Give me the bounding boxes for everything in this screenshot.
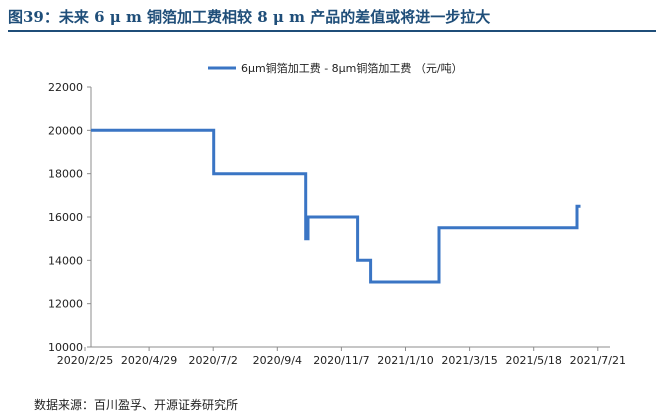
x-tick-label: 2020/2/25 — [57, 354, 113, 367]
x-tick-label: 2020/4/29 — [121, 354, 177, 367]
y-axis-ticks: 10000 12000 14000 16000 18000 20000 22000 — [48, 81, 91, 354]
x-tick-label: 2020/9/4 — [253, 354, 302, 367]
x-tick-label: 2021/5/18 — [505, 354, 561, 367]
x-tick-label: 2020/7/2 — [188, 354, 237, 367]
y-tick-label: 22000 — [48, 81, 83, 94]
x-tick-label: 2020/11/7 — [313, 354, 369, 367]
chart-title: 图39：未来 6 μ m 铜箔加工费相较 8 μ m 产品的差值或将进一步拉大 — [8, 8, 491, 26]
legend-label: 6μm铜箔加工费 - 8μm铜箔加工费 （元/吨） — [241, 61, 463, 75]
y-tick-label: 12000 — [48, 298, 83, 311]
x-tick-label: 2021/1/10 — [377, 354, 433, 367]
x-tick-label: 2021/7/21 — [570, 354, 626, 367]
x-axis-ticks: 2020/2/25 2020/4/29 2020/7/2 2020/9/4 2020/1… — [57, 347, 626, 367]
chart-legend: 6μm铜箔加工费 - 8μm铜箔加工费 （元/吨） — [208, 61, 463, 75]
x-tick-label: 2021/3/15 — [441, 354, 497, 367]
series-line — [91, 128, 581, 284]
data-source-note: 数据来源：百川盈孚、开源证券研究所 — [34, 398, 239, 412]
y-tick-label: 16000 — [48, 211, 83, 224]
y-tick-label: 20000 — [48, 124, 83, 137]
y-tick-label: 10000 — [48, 341, 83, 354]
title-divider — [8, 30, 656, 32]
y-tick-label: 14000 — [48, 254, 83, 267]
y-tick-label: 18000 — [48, 168, 83, 181]
series-group — [91, 128, 581, 284]
